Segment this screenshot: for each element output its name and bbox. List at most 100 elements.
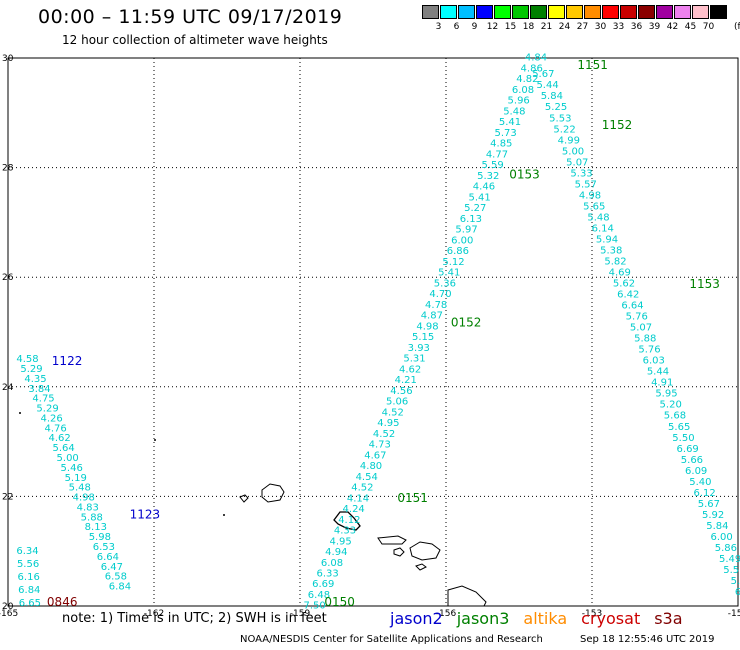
swh-reading: 5.27 <box>464 203 486 214</box>
swh-reading: 6.08 <box>512 85 534 96</box>
swh-reading: 6.42 <box>617 290 639 301</box>
swh-reading: 5.65 <box>668 422 690 433</box>
scale-label: 42 <box>666 22 679 32</box>
swh-reading: 5.76 <box>626 312 648 323</box>
swh-reading: 5.07 <box>630 323 652 334</box>
pass-time-label: 0150 <box>324 595 355 609</box>
scale-swatch <box>656 5 673 19</box>
swh-reading: 4.21 <box>395 375 417 386</box>
lat-tick-label: 22 <box>2 492 13 502</box>
swh-reading: 4.62 <box>399 364 421 375</box>
swh-reading: 5.94 <box>596 234 618 245</box>
swh-reading: 6.69 <box>677 444 699 455</box>
satellite-legend-item: jason2 <box>390 609 443 628</box>
scale-label: 24 <box>558 22 571 32</box>
swh-reading: 5.00 <box>562 146 584 157</box>
island-hawaii <box>447 585 487 607</box>
scale-swatch <box>692 5 709 19</box>
swh-reading: 6.47 <box>101 562 123 573</box>
swh-reading: 6.13 <box>460 214 482 225</box>
pass-time-label: 0151 <box>397 491 428 505</box>
scale-swatch <box>566 5 583 19</box>
swh-reading: 6.14 <box>592 223 614 234</box>
pass-time-label: 0152 <box>451 316 482 330</box>
scale-label: 30 <box>594 22 607 32</box>
swh-reading: 8.13 <box>85 522 107 533</box>
lat-tick-label: 28 <box>2 164 14 174</box>
swh-reading: 4.87 <box>421 311 443 322</box>
swh-reading: 6.69 <box>312 579 334 590</box>
swh-reading: 4.52 <box>351 483 373 494</box>
swh-reading: 6.34 <box>16 546 38 557</box>
swh-reading: 5.29 <box>36 404 58 415</box>
hawaiian-islands <box>19 412 487 607</box>
swh-reading: 4.52 <box>373 429 395 440</box>
swh-reading: 5.44 <box>536 80 558 91</box>
pass-time-labels: 1151 1152 0153 1153 0152 1122 0151 1123 0150 0846… <box>47 58 720 609</box>
scale-unit: (ft) <box>734 22 740 32</box>
swh-reading: 5.22 <box>553 124 575 135</box>
island-kaula <box>223 514 225 516</box>
scale-label: 18 <box>522 22 535 32</box>
swh-reading: 5.46 <box>61 463 83 474</box>
scale-label: 6 <box>453 22 460 32</box>
track-jason3-descending: 5.675.445.845.255.535.224.995.005.075.33… <box>532 69 740 598</box>
swh-reading: 4.98 <box>416 321 438 332</box>
swh-reading: 4.73 <box>369 440 391 451</box>
swh-reading: 5.07 <box>566 157 588 168</box>
scale-swatch <box>458 5 475 19</box>
swh-reading: 5.57 <box>575 179 597 190</box>
pass-time-label: 0846 <box>47 595 78 609</box>
swh-reading: 4.62 <box>48 433 70 444</box>
swh-reading: 6.1 <box>735 587 740 598</box>
lon-tick-label: -153 <box>582 609 602 619</box>
pass-time-label: 1122 <box>52 354 83 368</box>
scale-swatch <box>638 5 655 19</box>
island-kauai <box>261 483 285 503</box>
lat-tick-label: 30 <box>2 54 14 64</box>
swh-reading: 5.88 <box>81 512 103 523</box>
swh-reading: 4.86 <box>521 63 543 74</box>
map-frame <box>7 57 739 607</box>
swh-reading: 6.00 <box>451 235 473 246</box>
swh-reading: 6.64 <box>621 301 643 312</box>
swh-reading: 4.76 <box>44 423 66 434</box>
pass-time-label: 1151 <box>577 58 608 72</box>
swh-reading: 5.19 <box>65 473 87 484</box>
island-oahu <box>333 511 361 531</box>
swh-reading: 5.64 <box>53 443 75 454</box>
track-jason2-left-short: 6.34 5.56 6.16 6.84 6.65 <box>16 546 41 609</box>
swh-reading: 6.53 <box>93 542 115 553</box>
swh-reading: 6.33 <box>316 569 338 580</box>
swh-reading: 4.95 <box>330 536 352 547</box>
scale-swatch <box>440 5 457 19</box>
scale-label: 33 <box>612 22 625 32</box>
scale-label: 15 <box>504 22 517 32</box>
swh-reading: 4.75 <box>32 394 54 405</box>
swh-reading: 4.78 <box>425 300 447 311</box>
swh-reading: 5.67 <box>698 499 720 510</box>
swh-reading: 5.25 <box>545 102 567 113</box>
scale-swatch <box>602 5 619 19</box>
swh-reading: 4.82 <box>516 74 538 85</box>
lat-tick-label: 26 <box>2 273 14 283</box>
pass-time-label: 1153 <box>689 277 720 291</box>
swh-reading: 5.00 <box>57 453 79 464</box>
swh-reading: 6.86 <box>447 246 469 257</box>
swh-reading: 5.49 <box>719 554 740 565</box>
swh-reading: 4.85 <box>490 139 512 150</box>
swh-reading: 5.76 <box>638 345 660 356</box>
swh-reading: 6.84 <box>109 582 131 593</box>
lon-tick-label: -162 <box>144 609 164 619</box>
swh-reading: 5.97 <box>455 225 477 236</box>
swh-reading: 5.38 <box>600 245 622 256</box>
footer-note: note: 1) Time is in UTC; 2) SWH is in fe… <box>62 611 327 626</box>
swh-reading: 5.33 <box>570 168 592 179</box>
scale-label: 21 <box>540 22 553 32</box>
swh-reading: 6.64 <box>97 552 119 563</box>
swh-reading: 6.48 <box>308 590 330 601</box>
swh-reading: 5.66 <box>681 455 703 466</box>
swh-reading: 6.00 <box>711 532 733 543</box>
swh-reading: 5.96 <box>508 96 530 107</box>
lon-tick-label: -165 <box>0 609 18 619</box>
